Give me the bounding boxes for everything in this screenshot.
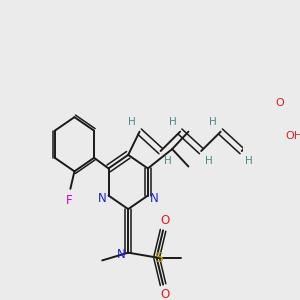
Text: F: F <box>65 194 72 207</box>
Text: H: H <box>169 117 177 127</box>
Text: H: H <box>164 156 172 166</box>
Text: H: H <box>209 117 217 127</box>
Text: N: N <box>98 192 106 205</box>
Text: OH: OH <box>285 131 300 142</box>
Text: O: O <box>160 288 169 300</box>
Text: O: O <box>160 214 169 227</box>
Text: H: H <box>128 117 136 127</box>
Text: S: S <box>154 250 163 265</box>
Text: H: H <box>245 156 253 166</box>
Text: N: N <box>150 192 159 205</box>
Text: N: N <box>116 248 125 261</box>
Text: H: H <box>205 156 212 166</box>
Text: O: O <box>275 98 284 108</box>
